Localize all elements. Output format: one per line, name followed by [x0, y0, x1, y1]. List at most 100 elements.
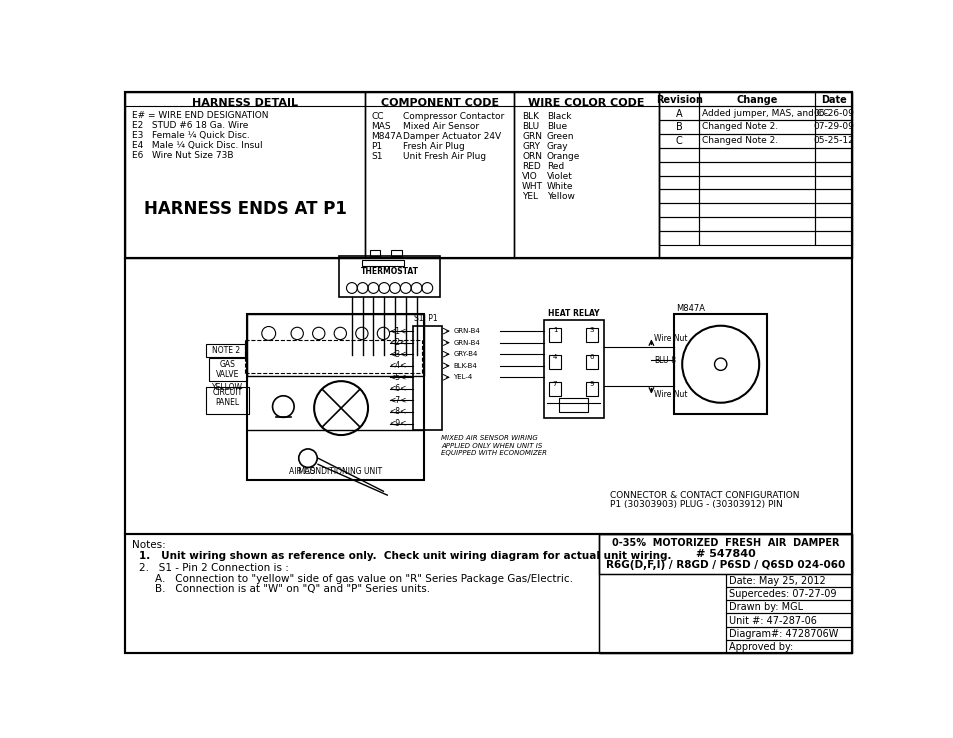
Text: Violet: Violet: [546, 172, 572, 181]
Text: 7: 7: [553, 381, 557, 387]
Bar: [126, 92, 851, 258]
Text: Green: Green: [546, 131, 574, 141]
Bar: [725, 627, 851, 640]
Text: NOTE 2: NOTE 2: [212, 345, 239, 355]
Text: Orange: Orange: [546, 152, 579, 161]
Bar: [814, 134, 851, 148]
Text: BLU: BLU: [521, 122, 538, 131]
Text: E6   Wire Nut Size 73B: E6 Wire Nut Size 73B: [132, 151, 233, 160]
Text: A: A: [675, 108, 681, 119]
Bar: [659, 120, 699, 134]
Bar: [659, 190, 699, 203]
Bar: [699, 231, 814, 245]
Bar: [699, 217, 814, 231]
Text: Wire Nut: Wire Nut: [654, 334, 687, 343]
Bar: [209, 358, 247, 381]
Bar: [659, 176, 699, 190]
Text: White: White: [546, 182, 573, 190]
Bar: [338, 256, 440, 297]
Text: Damper Actuator 24V: Damper Actuator 24V: [403, 131, 501, 141]
Bar: [206, 344, 245, 356]
Bar: [514, 92, 659, 258]
Text: GRN-B4: GRN-B4: [453, 339, 479, 345]
Text: BLK-B4: BLK-B4: [453, 363, 476, 369]
Text: Date: May 25, 2012: Date: May 25, 2012: [728, 576, 824, 586]
Text: # 547840: # 547840: [695, 549, 755, 559]
Bar: [659, 106, 699, 120]
Text: <4<: <4<: [389, 362, 407, 370]
Text: B.   Connection is at "W" on "Q" and "P" Series units.: B. Connection is at "W" on "Q" and "P" S…: [154, 584, 430, 594]
Text: APPLIED ONLY WHEN UNIT IS: APPLIED ONLY WHEN UNIT IS: [440, 443, 542, 449]
Text: AIR CONDITIONING UNIT: AIR CONDITIONING UNIT: [289, 467, 382, 476]
Bar: [725, 600, 851, 613]
Text: S1  P1: S1 P1: [414, 314, 437, 323]
Text: BLK: BLK: [521, 111, 538, 120]
Text: HARNESS ENDS AT P1: HARNESS ENDS AT P1: [144, 200, 346, 218]
Text: ORN: ORN: [521, 152, 541, 161]
Text: MAS: MAS: [297, 466, 315, 475]
Text: WIRE COLOR CODE: WIRE COLOR CODE: [528, 98, 644, 108]
Text: 0-35%  MOTORIZED  FRESH  AIR  DAMPER: 0-35% MOTORIZED FRESH AIR DAMPER: [611, 538, 839, 548]
Text: RED: RED: [521, 162, 540, 170]
Text: <1<: <1<: [389, 327, 406, 336]
Bar: [814, 148, 851, 162]
Text: Change: Change: [736, 95, 777, 106]
Bar: [725, 613, 851, 627]
Bar: [659, 231, 699, 245]
Bar: [699, 176, 814, 190]
Text: C: C: [675, 137, 681, 146]
Text: Diagram#: 4728706W: Diagram#: 4728706W: [728, 629, 838, 639]
Text: Red: Red: [546, 162, 563, 170]
Text: 06-26-09: 06-26-09: [812, 108, 853, 117]
Text: MIXED AIR SENSOR WIRING: MIXED AIR SENSOR WIRING: [440, 435, 537, 441]
Bar: [725, 587, 851, 600]
Text: S1: S1: [371, 152, 382, 161]
Text: E3   Female ¼ Quick Disc.: E3 Female ¼ Quick Disc.: [132, 131, 249, 140]
Text: Gray: Gray: [546, 142, 568, 151]
Text: HEAT RELAY: HEAT RELAY: [547, 309, 598, 318]
Text: 2.   S1 - Pin 2 Connection is :: 2. S1 - Pin 2 Connection is :: [139, 563, 289, 573]
Bar: [369, 250, 380, 256]
Text: <9<: <9<: [389, 419, 407, 428]
Text: M847A: M847A: [676, 303, 704, 313]
Text: 4: 4: [553, 354, 557, 360]
Text: Wire Nut: Wire Nut: [654, 390, 687, 399]
Text: CIRCUIT
PANEL: CIRCUIT PANEL: [213, 388, 242, 407]
Text: THERMOSTAT: THERMOSTAT: [360, 267, 418, 276]
Text: 05-25-12: 05-25-12: [812, 137, 853, 145]
Text: <8<: <8<: [389, 407, 406, 416]
Bar: [126, 92, 365, 258]
Text: 9: 9: [589, 381, 594, 387]
Bar: [814, 203, 851, 217]
Bar: [598, 534, 851, 653]
Text: Revision: Revision: [655, 95, 701, 106]
Text: BLU-8: BLU-8: [654, 356, 676, 365]
Bar: [699, 190, 814, 203]
Bar: [548, 328, 560, 342]
Bar: [699, 148, 814, 162]
Bar: [699, 120, 814, 134]
Bar: [361, 261, 404, 266]
Text: <7<: <7<: [389, 396, 407, 405]
Bar: [659, 162, 699, 176]
Bar: [659, 203, 699, 217]
Text: Fresh Air Plug: Fresh Air Plug: [403, 142, 465, 151]
Bar: [558, 398, 588, 412]
Bar: [699, 106, 814, 120]
Text: R6G(D,F,I) / R8GD / P6SD / Q6SD 024-060: R6G(D,F,I) / R8GD / P6SD / Q6SD 024-060: [605, 560, 844, 570]
Text: 1.   Unit wiring shown as reference only.  Check unit wiring diagram for actual : 1. Unit wiring shown as reference only. …: [139, 551, 671, 561]
Text: Unit #: 47-287-06: Unit #: 47-287-06: [728, 615, 816, 626]
Bar: [598, 534, 851, 573]
Text: Mixed Air Sensor: Mixed Air Sensor: [403, 122, 479, 131]
Bar: [659, 217, 699, 231]
Bar: [659, 134, 699, 148]
Text: CONNECTOR & CONTACT CONFIGURATION: CONNECTOR & CONTACT CONFIGURATION: [609, 491, 799, 500]
Text: P1 (30303903) PLUG - (30303912) PIN: P1 (30303903) PLUG - (30303912) PIN: [609, 500, 781, 508]
Bar: [814, 106, 851, 120]
Text: Changed Note 2.: Changed Note 2.: [701, 137, 778, 145]
Text: Blue: Blue: [546, 122, 566, 131]
Text: Added jumper, MAS, and CC: Added jumper, MAS, and CC: [701, 108, 828, 117]
Bar: [659, 92, 851, 258]
Bar: [585, 328, 598, 342]
Bar: [699, 134, 814, 148]
